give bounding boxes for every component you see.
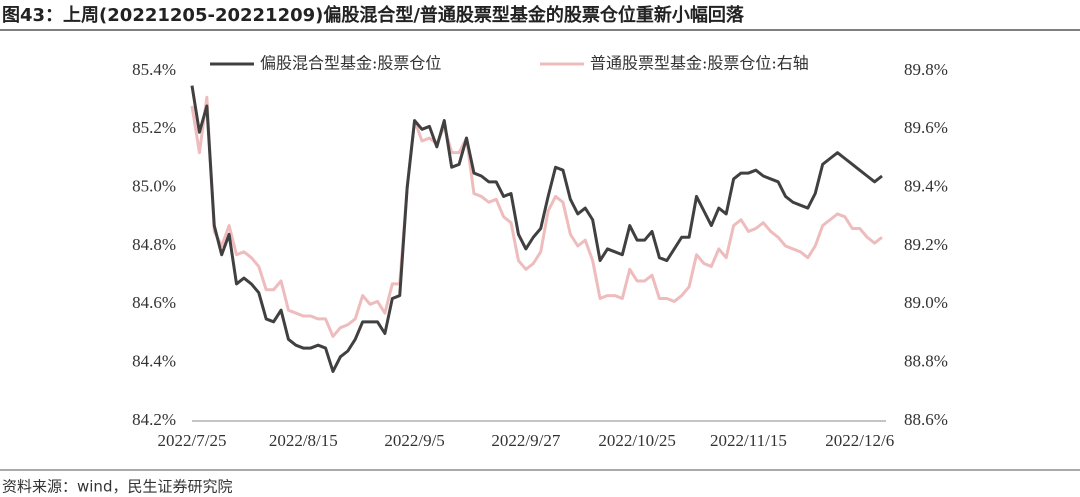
chart-title: 图43：上周(20221205-20221209)偏股混合型/普通股票型基金的股… xyxy=(2,4,745,26)
x-tick-label: 2022/12/6 xyxy=(825,431,894,450)
y2-tick-label: 89.6% xyxy=(904,118,948,137)
y2-tick-label: 89.2% xyxy=(904,235,948,254)
y2-tick-label: 88.8% xyxy=(904,352,948,371)
x-tick-label: 2022/9/27 xyxy=(491,431,560,450)
y-tick-label: 84.6% xyxy=(132,293,176,312)
x-tick-label: 2022/10/25 xyxy=(598,431,675,450)
x-tick-label: 2022/8/15 xyxy=(269,431,338,450)
y2-tick-label: 88.6% xyxy=(904,410,948,429)
y-tick-label: 84.2% xyxy=(132,410,176,429)
y-tick-label: 84.8% xyxy=(132,235,176,254)
y-tick-label: 85.2% xyxy=(132,118,176,137)
x-tick-label: 2022/7/25 xyxy=(158,431,227,450)
y-tick-label: 85.4% xyxy=(132,60,176,79)
series-line xyxy=(190,95,883,338)
source-note: 资料来源：wind，民生证券研究院 xyxy=(2,478,232,496)
y-tick-label: 84.4% xyxy=(132,352,176,371)
series-line xyxy=(190,85,883,373)
x-tick-label: 2022/9/5 xyxy=(384,431,444,450)
y-tick-label: 85.0% xyxy=(132,177,176,196)
y2-tick-label: 89.0% xyxy=(904,293,948,312)
x-tick-label: 2022/11/15 xyxy=(710,431,787,450)
legend-label: 偏股混合型基金:股票仓位 xyxy=(260,54,441,73)
y2-tick-label: 89.4% xyxy=(904,177,948,196)
y2-tick-label: 89.8% xyxy=(904,60,948,79)
legend-label: 普通股票型基金:股票仓位:右轴 xyxy=(590,54,809,73)
